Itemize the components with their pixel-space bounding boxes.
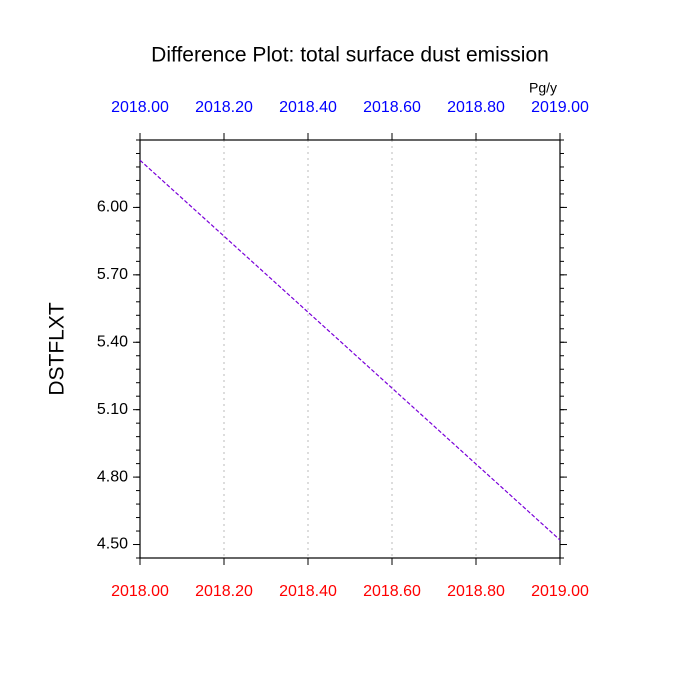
y-tick-label: 5.10 [97,401,128,418]
data-line [139,159,561,541]
x-tick-label: 2018.60 [363,583,421,600]
y-tick-label: 4.80 [97,468,128,485]
x-top-tick-label: 2018.80 [447,99,505,116]
units-label: Pg/y [529,80,557,96]
x-top-tick-label: 2018.00 [111,99,169,116]
x-tick-label: 2018.20 [195,583,253,600]
x-tick-label: 2019.00 [531,583,589,600]
chart-title: Difference Plot: total surface dust emis… [151,44,549,67]
x-tick-label: 2018.40 [279,583,337,600]
plot-frame [139,139,561,559]
x-top-tick-label: 2018.40 [279,99,337,116]
x-tick-label: 2018.80 [447,583,505,600]
y-tick-label: 5.40 [97,333,128,350]
y-axis-label: DSTFLXT [46,302,69,396]
y-tick-label: 5.70 [97,266,128,283]
x-top-tick-label: 2019.00 [531,99,589,116]
x-top-tick-label: 2018.20 [195,99,253,116]
x-top-tick-label: 2018.60 [363,99,421,116]
y-tick-label: 4.50 [97,536,128,553]
x-tick-label: 2018.00 [111,583,169,600]
y-tick-label: 6.00 [97,199,128,216]
